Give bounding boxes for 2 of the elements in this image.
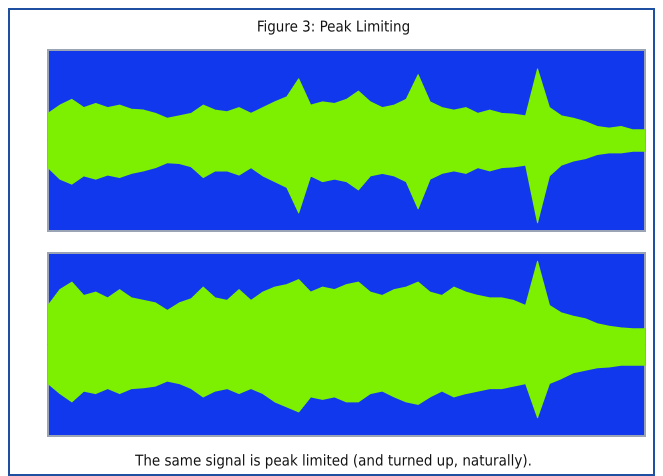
text: The same signal is peak limited (and turned up, naturally). [134,452,532,470]
chart-title: Figure 3: Peak Limiting [256,18,410,36]
